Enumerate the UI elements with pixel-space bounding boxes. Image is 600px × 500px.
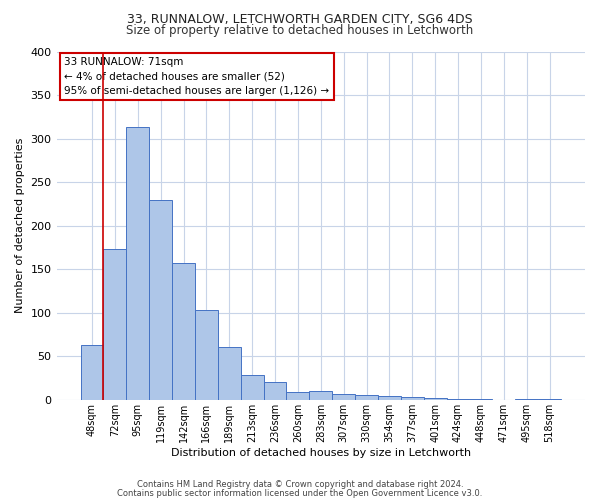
Bar xyxy=(310,391,332,400)
Text: 33 RUNNALOW: 71sqm
← 4% of detached houses are smaller (52)
95% of semi-detached: 33 RUNNALOW: 71sqm ← 4% of detached hous… xyxy=(64,56,329,96)
Text: Contains public sector information licensed under the Open Government Licence v3: Contains public sector information licen… xyxy=(118,488,482,498)
Bar xyxy=(332,394,355,400)
Text: 33, RUNNALOW, LETCHWORTH GARDEN CITY, SG6 4DS: 33, RUNNALOW, LETCHWORTH GARDEN CITY, SG… xyxy=(127,12,473,26)
Bar xyxy=(263,382,286,400)
Bar xyxy=(378,396,401,400)
Bar xyxy=(127,128,149,400)
Bar xyxy=(80,345,103,400)
Bar xyxy=(424,398,446,400)
Text: Size of property relative to detached houses in Letchworth: Size of property relative to detached ho… xyxy=(127,24,473,37)
X-axis label: Distribution of detached houses by size in Letchworth: Distribution of detached houses by size … xyxy=(171,448,471,458)
Bar xyxy=(446,399,469,400)
Bar xyxy=(401,397,424,400)
Bar xyxy=(469,399,493,400)
Bar xyxy=(286,392,310,400)
Bar xyxy=(149,200,172,400)
Bar xyxy=(241,376,263,400)
Bar xyxy=(515,399,538,400)
Bar xyxy=(103,249,127,400)
Bar xyxy=(355,396,378,400)
Bar xyxy=(195,310,218,400)
Bar xyxy=(538,399,561,400)
Text: Contains HM Land Registry data © Crown copyright and database right 2024.: Contains HM Land Registry data © Crown c… xyxy=(137,480,463,489)
Bar xyxy=(172,263,195,400)
Bar xyxy=(218,346,241,400)
Y-axis label: Number of detached properties: Number of detached properties xyxy=(15,138,25,314)
